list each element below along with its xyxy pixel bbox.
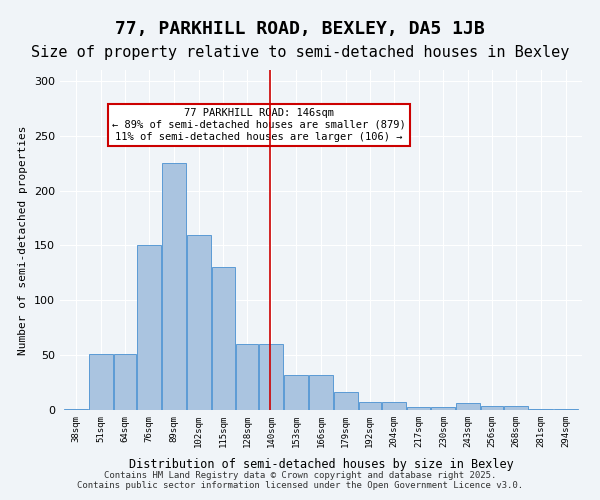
- Bar: [309, 375, 333, 410]
- Bar: [334, 392, 358, 410]
- Bar: [529, 409, 553, 410]
- Bar: [284, 375, 308, 410]
- Bar: [187, 234, 211, 410]
- Bar: [382, 402, 406, 410]
- Bar: [137, 246, 161, 410]
- Bar: [236, 344, 259, 410]
- Text: 77 PARKHILL ROAD: 146sqm
← 89% of semi-detached houses are smaller (879)
11% of : 77 PARKHILL ROAD: 146sqm ← 89% of semi-d…: [112, 108, 406, 142]
- Bar: [456, 404, 480, 410]
- Bar: [162, 163, 186, 410]
- Bar: [431, 406, 455, 410]
- X-axis label: Distribution of semi-detached houses by size in Bexley: Distribution of semi-detached houses by …: [128, 458, 514, 471]
- Text: Size of property relative to semi-detached houses in Bexley: Size of property relative to semi-detach…: [31, 45, 569, 60]
- Bar: [89, 354, 113, 410]
- Text: 77, PARKHILL ROAD, BEXLEY, DA5 1JB: 77, PARKHILL ROAD, BEXLEY, DA5 1JB: [115, 20, 485, 38]
- Bar: [481, 406, 503, 410]
- Bar: [359, 402, 381, 410]
- Bar: [407, 406, 430, 410]
- Bar: [114, 354, 136, 410]
- Bar: [212, 268, 235, 410]
- Text: Contains HM Land Registry data © Crown copyright and database right 2025.
Contai: Contains HM Land Registry data © Crown c…: [77, 470, 523, 490]
- Bar: [504, 406, 528, 410]
- Bar: [554, 409, 578, 410]
- Bar: [259, 344, 283, 410]
- Y-axis label: Number of semi-detached properties: Number of semi-detached properties: [19, 125, 28, 355]
- Bar: [64, 409, 88, 410]
